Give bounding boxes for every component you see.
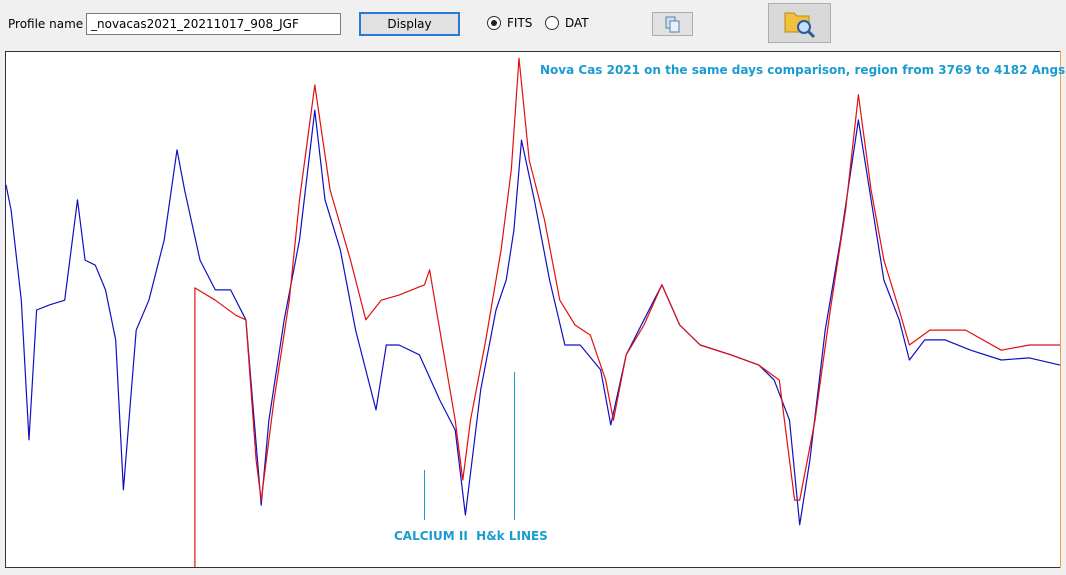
display-button[interactable]: Display: [359, 12, 460, 36]
annotation: CALCIUM II H&k LINES: [394, 529, 548, 543]
plot-panel: [5, 51, 1061, 568]
radio-dat-label[interactable]: DAT: [565, 16, 589, 30]
chart-title: Nova Cas 2021 on the same days compariso…: [540, 63, 1066, 77]
open-button[interactable]: [768, 3, 831, 43]
profile-input[interactable]: _novacas2021_20211017_908_JGF: [86, 13, 341, 35]
spectrum-line: [5, 109, 1061, 526]
radio-dat[interactable]: [545, 16, 559, 30]
copy-icon: [665, 16, 680, 33]
spectrum-line: [194, 57, 1060, 567]
radio-fits-label[interactable]: FITS: [507, 16, 533, 30]
copy-button[interactable]: [652, 12, 693, 36]
radio-fits[interactable]: [487, 16, 501, 30]
profile-label: Profile name :: [8, 17, 92, 31]
folder-icon: [784, 12, 816, 39]
